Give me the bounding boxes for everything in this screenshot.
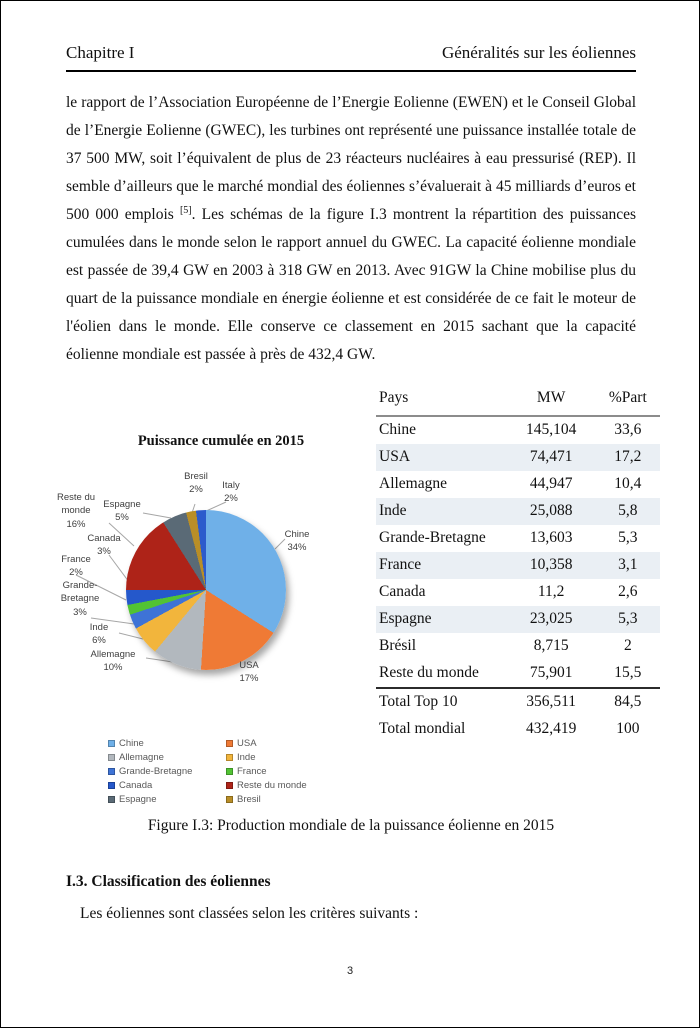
- pie-label-inde: Inde 6%: [89, 621, 109, 647]
- table-row: Inde 25,088 5,8: [376, 497, 660, 525]
- chart-legend: Chine Allemagne Grande-Bretagne Canada E…: [108, 737, 366, 807]
- table-row: Allemagne 44,947 10,4: [379, 475, 642, 492]
- section-heading: I.3. Classification des éoliennes: [66, 872, 271, 890]
- table-row: Grande-Bretagne 13,603 5,3: [379, 529, 638, 546]
- pie-label-espagne: Espagne 5%: [103, 498, 141, 524]
- pie-graphic: [126, 509, 286, 670]
- legend-item-allemagne: Allemagne: [108, 751, 226, 765]
- paragraph-text-1: le rapport de l’Association Européenne d…: [66, 94, 636, 223]
- legend-color-swatch: [108, 740, 115, 747]
- chapter-label: Chapitre I: [66, 43, 135, 62]
- legend-color-swatch: [226, 782, 233, 789]
- legend-color-swatch: [226, 768, 233, 775]
- pie-label-france: France 2%: [61, 553, 91, 579]
- table-row: Brésil 8,715 2: [379, 637, 632, 654]
- pie-chart: Puissance cumulée en 2015: [56, 385, 386, 815]
- legend-color-swatch: [226, 740, 233, 747]
- legend-item-canada: Canada: [108, 779, 226, 793]
- paragraph-text-2: . Les schémas de la figure I.3 montrent …: [66, 206, 636, 363]
- legend-color-swatch: [226, 754, 233, 761]
- legend-color-swatch: [226, 796, 233, 803]
- country-power-table: Pays MW %Part Chine 145,104 33,6 USA 74,471…: [376, 384, 660, 743]
- pie-label-italy: Italy 2%: [222, 479, 240, 505]
- footnote-reference: [5]: [179, 204, 192, 216]
- column-header-part: %Part: [594, 384, 660, 417]
- chart-title: Puissance cumulée en 2015: [137, 432, 305, 449]
- legend-item-grande-bretagne: Grande-Bretagne: [108, 765, 226, 779]
- table-row: Canada 11,2 2,6: [379, 583, 638, 600]
- pie-label-chine: Chine 34%: [284, 528, 310, 554]
- legend-color-swatch: [108, 754, 115, 761]
- pie-label-allemagne: Allemagne 10%: [90, 648, 136, 674]
- table-row: USA 74,471 17,2: [376, 443, 660, 471]
- page-number: 3: [346, 965, 354, 977]
- pie-label-canada: Canada 3%: [87, 532, 121, 558]
- legend-item-espagne: Espagne: [108, 793, 226, 807]
- figure-caption: Figure I.3: Production mondiale de la pu…: [147, 816, 555, 834]
- pie-label-bresil: Bresil 2%: [184, 470, 208, 496]
- column-header-mw: MW: [506, 384, 595, 417]
- table-header-row: Pays MW %Part: [376, 384, 660, 417]
- figure-area: Puissance cumulée en 2015: [57, 384, 660, 815]
- legend-item-inde: Inde: [226, 751, 366, 765]
- legend-color-swatch: [108, 768, 115, 775]
- table-total-row: Total Top 10 356,511 84,5: [376, 686, 660, 716]
- table-row: Espagne 23,025 5,3: [376, 605, 660, 633]
- pie-label-grande-bretagne: Grande-Bretagne 3%: [60, 579, 100, 618]
- table-total-row: Total mondial 432,419 100: [379, 720, 640, 737]
- pie-label-reste-du-monde: Reste du monde 16%: [56, 491, 96, 530]
- chapter-title: Généralités sur les éoliennes: [441, 43, 636, 62]
- page-header: Chapitre I Généralités sur les éoliennes: [66, 43, 636, 72]
- legend-item-reste-du-monde: Reste du monde: [226, 779, 366, 793]
- legend-item-france: France: [226, 765, 366, 779]
- legend-item-usa: USA: [226, 737, 366, 751]
- legend-item-chine: Chine: [108, 737, 226, 751]
- legend-item-bresil: Bresil: [226, 793, 366, 807]
- section-text: Les éoliennes sont classées selon les cr…: [80, 904, 419, 922]
- legend-color-swatch: [108, 796, 115, 803]
- table-row: France 10,358 3,1: [376, 551, 660, 579]
- table-row: Chine 145,104 33,6: [379, 421, 642, 438]
- table-row: Reste du monde 75,901 15,5: [379, 664, 642, 681]
- legend-color-swatch: [108, 782, 115, 789]
- body-paragraph: le rapport de l’Association Européenne d…: [66, 89, 636, 369]
- pie-label-usa: USA 17%: [239, 659, 259, 685]
- column-header-pays: Pays: [376, 384, 507, 417]
